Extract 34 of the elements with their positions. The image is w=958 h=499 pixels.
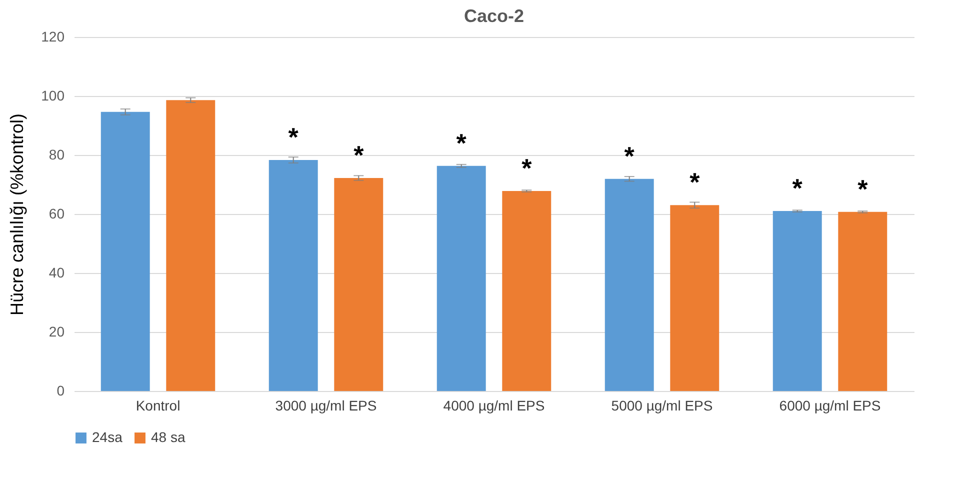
x-tick-label: Kontrol bbox=[136, 398, 180, 414]
x-tick-label: 5000 µg/ml EPS bbox=[611, 398, 713, 414]
y-tick-label: 120 bbox=[41, 28, 65, 44]
x-tick-label: 6000 µg/ml EPS bbox=[779, 398, 881, 414]
data-label: * bbox=[624, 140, 636, 171]
data-label: * bbox=[858, 174, 869, 204]
x-tick-label: 3000 µg/ml EPS bbox=[275, 398, 377, 414]
data-label: * bbox=[690, 167, 701, 198]
y-tick-label: 0 bbox=[56, 382, 65, 398]
bar bbox=[502, 190, 552, 391]
y-axis-title: Hücre canlılığı (%kontrol) bbox=[7, 113, 28, 316]
y-tick-label: 40 bbox=[48, 264, 65, 280]
x-tick-label: 4000 µg/ml EPS bbox=[443, 398, 545, 414]
bar bbox=[604, 178, 654, 391]
data-label: * bbox=[354, 140, 365, 170]
data-label: * bbox=[792, 173, 804, 204]
bar bbox=[166, 100, 216, 391]
data-label: * bbox=[456, 128, 468, 158]
bar bbox=[838, 212, 888, 391]
legend-label: 48 sa bbox=[151, 429, 186, 445]
legend-label: 24sa bbox=[92, 429, 123, 445]
chart-title: Caco-2 bbox=[464, 6, 524, 26]
bar bbox=[268, 160, 318, 391]
bar bbox=[772, 211, 822, 391]
y-tick-label: 80 bbox=[48, 146, 65, 162]
bar bbox=[100, 112, 150, 391]
y-tick-label: 20 bbox=[48, 324, 65, 340]
bar bbox=[670, 205, 720, 391]
y-tick-label: 60 bbox=[48, 206, 65, 222]
data-label: * bbox=[522, 152, 533, 183]
data-label: * bbox=[288, 122, 300, 152]
y-tick-label: 100 bbox=[41, 88, 65, 104]
bar bbox=[436, 166, 486, 391]
bar bbox=[334, 178, 384, 391]
